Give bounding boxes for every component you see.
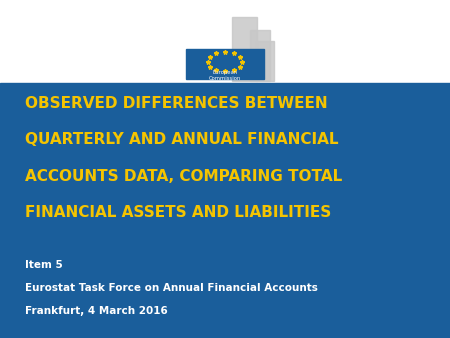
- Text: Frankfurt, 4 March 2016: Frankfurt, 4 March 2016: [25, 306, 167, 316]
- Text: Item 5: Item 5: [25, 260, 63, 270]
- Text: QUARTERLY AND ANNUAL FINANCIAL: QUARTERLY AND ANNUAL FINANCIAL: [25, 132, 338, 147]
- Text: OBSERVED DIFFERENCES BETWEEN: OBSERVED DIFFERENCES BETWEEN: [25, 96, 328, 111]
- Bar: [0, 0, 450, 83]
- Bar: [232, 17, 256, 81]
- Text: ACCOUNTS DATA, COMPARING TOTAL: ACCOUNTS DATA, COMPARING TOTAL: [25, 169, 342, 184]
- Bar: [0, 83, 450, 338]
- Bar: [256, 41, 274, 81]
- Bar: [250, 30, 270, 81]
- Bar: [185, 49, 265, 79]
- Text: European
Commission: European Commission: [209, 70, 241, 81]
- Text: FINANCIAL ASSETS AND LIABILITIES: FINANCIAL ASSETS AND LIABILITIES: [25, 205, 331, 220]
- Text: Eurostat Task Force on Annual Financial Accounts: Eurostat Task Force on Annual Financial …: [25, 283, 318, 293]
